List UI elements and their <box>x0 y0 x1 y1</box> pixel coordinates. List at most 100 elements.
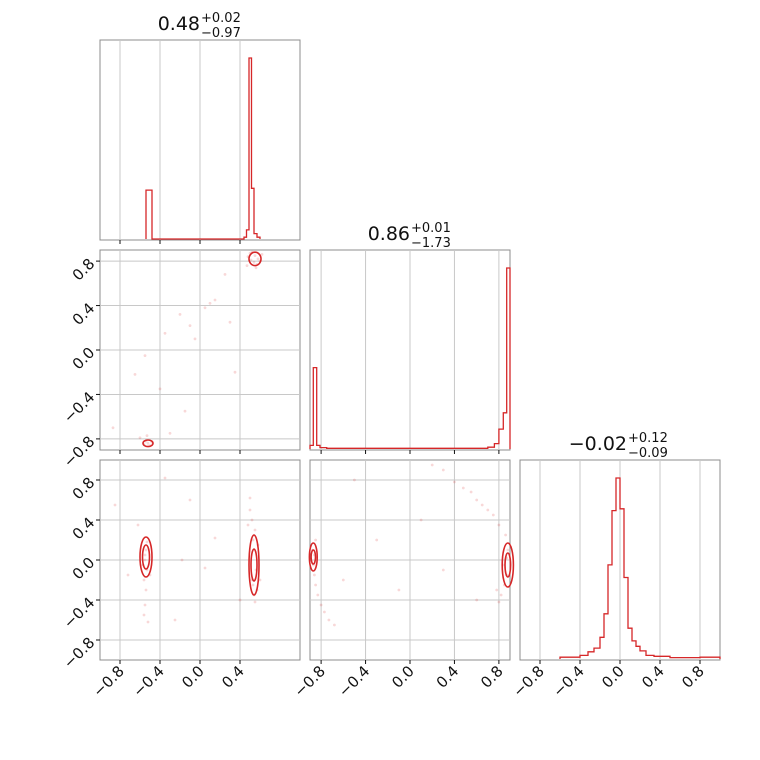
scatter-point <box>256 257 260 261</box>
scatter-point <box>495 588 499 592</box>
title-lower-error: −0.09 <box>628 446 668 461</box>
scatter-point <box>480 503 484 507</box>
tick-label-x: −0.4 <box>129 662 167 700</box>
scatter-point <box>158 387 162 391</box>
scatter-point <box>246 523 250 527</box>
scatter-point <box>441 568 445 572</box>
scatter-point <box>251 583 255 587</box>
density-contour <box>142 439 154 448</box>
scatter-point <box>486 508 490 512</box>
scatter-point <box>341 578 345 582</box>
scatter-point <box>203 566 207 570</box>
panel-scatter-p21-points <box>310 463 510 627</box>
scatter-point <box>254 266 258 270</box>
tick-label-x: −0.4 <box>335 662 373 700</box>
scatter-point <box>253 600 257 604</box>
tick-label-x: 0.4 <box>638 662 668 692</box>
tick-label-y: −0.8 <box>60 634 98 672</box>
scatter-point <box>126 573 130 577</box>
scatter-point <box>228 320 232 324</box>
panel-scatter-p20-points <box>113 476 262 624</box>
scatter-point <box>430 463 434 467</box>
scatter-point <box>245 264 249 267</box>
tick-label-y: 0.8 <box>69 255 99 285</box>
title-upper-error: +0.01 <box>411 221 451 236</box>
scatter-point <box>233 370 237 374</box>
scatter-point <box>223 273 227 276</box>
panel-hist-0: 0.48 +0.02 −0.97 <box>99 11 301 241</box>
scatter-point <box>146 620 150 624</box>
scatter-point <box>213 536 217 540</box>
scatter-point <box>143 354 147 357</box>
panel-scatter-p10-grid <box>100 250 300 450</box>
scatter-point <box>144 588 148 592</box>
tick-label-x: −0.8 <box>509 662 547 700</box>
scatter-point <box>143 553 147 557</box>
scatter-point <box>238 598 242 602</box>
histogram-step-line <box>309 267 511 449</box>
scatter-point <box>327 618 331 622</box>
tick-label-x: −0.4 <box>549 662 587 700</box>
scatter-point <box>314 583 317 587</box>
title-upper-error: +0.12 <box>628 431 668 446</box>
scatter-point <box>146 441 150 445</box>
scatter-point <box>475 498 479 502</box>
scatter-point <box>375 538 379 542</box>
tick-label-x: 0.8 <box>678 662 708 692</box>
scatter-point <box>183 409 187 413</box>
scatter-point <box>497 600 501 604</box>
panel-scatter-p10 <box>99 249 301 451</box>
panel-hist-1: 0.86 +0.01 −1.73 <box>309 221 511 451</box>
scatter-point <box>133 373 137 376</box>
tick-label-y: −0.4 <box>60 388 98 426</box>
tick-label-x: 0.4 <box>218 662 248 692</box>
tick-label-y: 0.0 <box>69 554 99 584</box>
scatter-point <box>113 503 117 507</box>
scatter-point <box>453 480 456 484</box>
scatter-point <box>333 623 336 627</box>
tick-label-y: −0.4 <box>60 594 98 632</box>
scatter-point <box>260 253 264 256</box>
scatter-point <box>168 431 172 435</box>
scatter-point <box>491 513 495 517</box>
density-contour <box>139 536 153 578</box>
scatter-point <box>163 331 167 335</box>
scatter-point <box>145 540 149 544</box>
scatter-point <box>163 476 167 480</box>
scatter-point <box>258 578 262 582</box>
scatter-point <box>248 508 252 512</box>
tick-label-x: −0.8 <box>89 662 127 700</box>
scatter-point <box>313 573 316 577</box>
panel-hist-2: −0.02 +0.12 −0.09 <box>519 431 721 661</box>
scatter-point <box>253 254 257 257</box>
scatter-point <box>178 313 182 316</box>
tick-label-x: −0.8 <box>290 662 328 700</box>
panel-scatter-p21-contours <box>308 542 515 588</box>
scatter-point <box>143 603 147 607</box>
scatter-point <box>253 528 257 532</box>
scatter-point <box>250 518 254 522</box>
scatter-point <box>203 306 207 310</box>
panel-scatter-p10-contours <box>142 251 262 448</box>
scatter-point <box>173 618 177 622</box>
scatter-point <box>249 258 253 262</box>
tick-label-y: 0.4 <box>69 514 99 544</box>
scatter-point <box>252 260 256 264</box>
density-contour <box>248 251 262 267</box>
panel-hist-0-grid <box>119 40 241 240</box>
scatter-point <box>469 490 473 494</box>
scatter-point <box>441 468 445 472</box>
tick-label-y: −0.8 <box>60 433 98 471</box>
histogram-step-line <box>559 477 721 659</box>
tick-label-x: 0.8 <box>477 662 507 692</box>
title-lower-error: −1.73 <box>411 236 451 251</box>
scatter-point <box>188 498 192 502</box>
scatter-point <box>323 610 326 614</box>
density-contour <box>250 548 258 582</box>
title-upper-error: +0.02 <box>201 11 241 26</box>
scatter-point <box>208 301 212 305</box>
scatter-point <box>213 298 217 302</box>
panel-scatter-p20-contours <box>139 534 260 596</box>
density-contour <box>141 544 151 570</box>
